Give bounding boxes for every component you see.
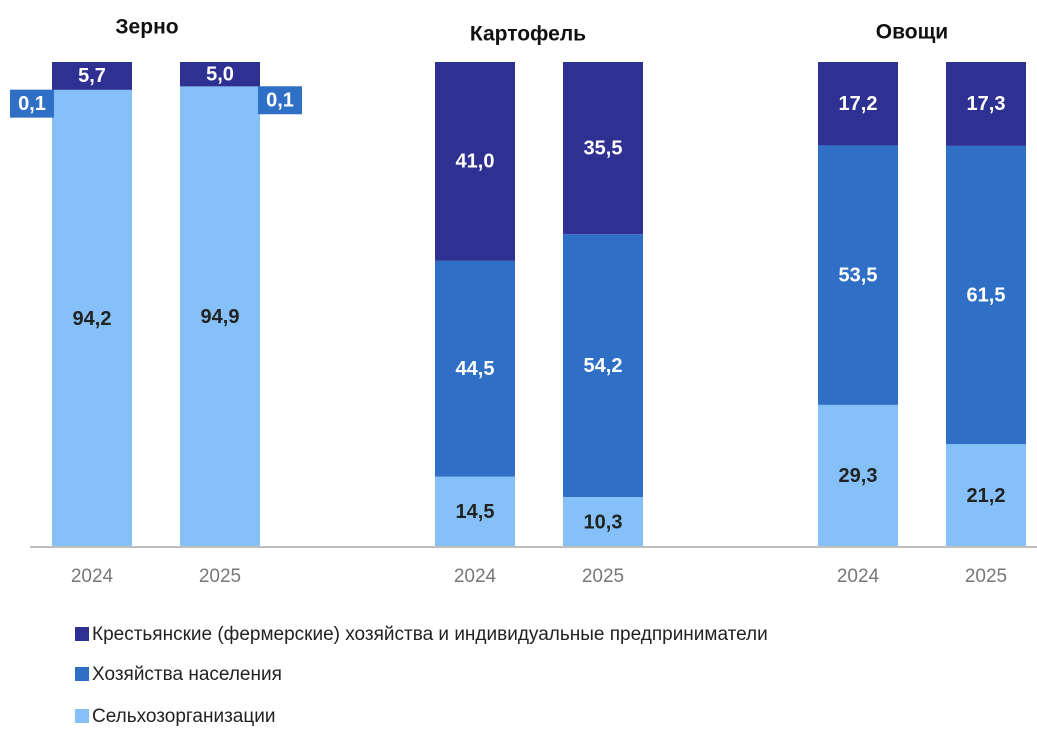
- value-label: 94,9: [201, 306, 240, 328]
- value-label: 21,2: [967, 485, 1006, 507]
- value-label: 14,5: [456, 501, 495, 523]
- bar-segment: [52, 62, 132, 90]
- value-label: 10,3: [584, 511, 623, 533]
- bar-segment: [435, 476, 515, 547]
- bar-segment: [946, 145, 1026, 445]
- bar-segment: [818, 145, 898, 405]
- legend-label: Хозяйства населения: [92, 664, 282, 685]
- legend-label: Крестьянские (фермерские) хозяйства и ин…: [92, 624, 768, 645]
- value-label: 0,1: [18, 93, 46, 115]
- value-label: 94,2: [73, 308, 112, 330]
- value-label: 54,2: [584, 355, 623, 377]
- value-label: 35,5: [584, 137, 623, 159]
- value-label: 5,0: [206, 63, 234, 85]
- group-title: Картофель: [470, 23, 586, 46]
- legend-swatch: [75, 667, 89, 681]
- bar-segment: [818, 62, 898, 146]
- x-tick-label: 2025: [199, 566, 241, 587]
- value-label: 44,5: [456, 358, 495, 380]
- x-tick-label: 2025: [582, 566, 624, 587]
- bar-segment: [946, 444, 1026, 547]
- group-title: Овощи: [876, 21, 948, 44]
- label-box: [10, 89, 54, 118]
- bar-segment: [946, 62, 1026, 146]
- legend-swatch: [75, 709, 89, 723]
- bar-segment: [818, 404, 898, 547]
- x-tick-label: 2024: [454, 566, 497, 587]
- value-label: 41,0: [456, 151, 495, 173]
- group-title: Зерно: [115, 16, 178, 39]
- bar-segment: [435, 260, 515, 477]
- value-label: 17,3: [967, 93, 1006, 115]
- bar-segment: [435, 62, 515, 261]
- value-label: 53,5: [839, 264, 878, 286]
- bar-segment: [563, 234, 643, 498]
- x-tick-label: 2024: [837, 566, 880, 587]
- bar-segment: [563, 62, 643, 235]
- bar-segment: [563, 497, 643, 547]
- value-label: 29,3: [839, 465, 878, 487]
- value-label: 0,1: [266, 90, 294, 112]
- value-label: 5,7: [78, 65, 106, 87]
- x-tick-label: 2024: [71, 566, 114, 587]
- value-label: 61,5: [967, 284, 1006, 306]
- label-box: [258, 86, 302, 115]
- legend-swatch: [75, 627, 89, 641]
- bar-segment: [52, 90, 132, 547]
- bar-segment: [180, 86, 260, 548]
- bar-segment: [180, 62, 260, 87]
- value-label: 17,2: [839, 93, 878, 115]
- legend-label: Сельхозорганизации: [92, 706, 276, 727]
- x-tick-label: 2025: [965, 566, 1007, 587]
